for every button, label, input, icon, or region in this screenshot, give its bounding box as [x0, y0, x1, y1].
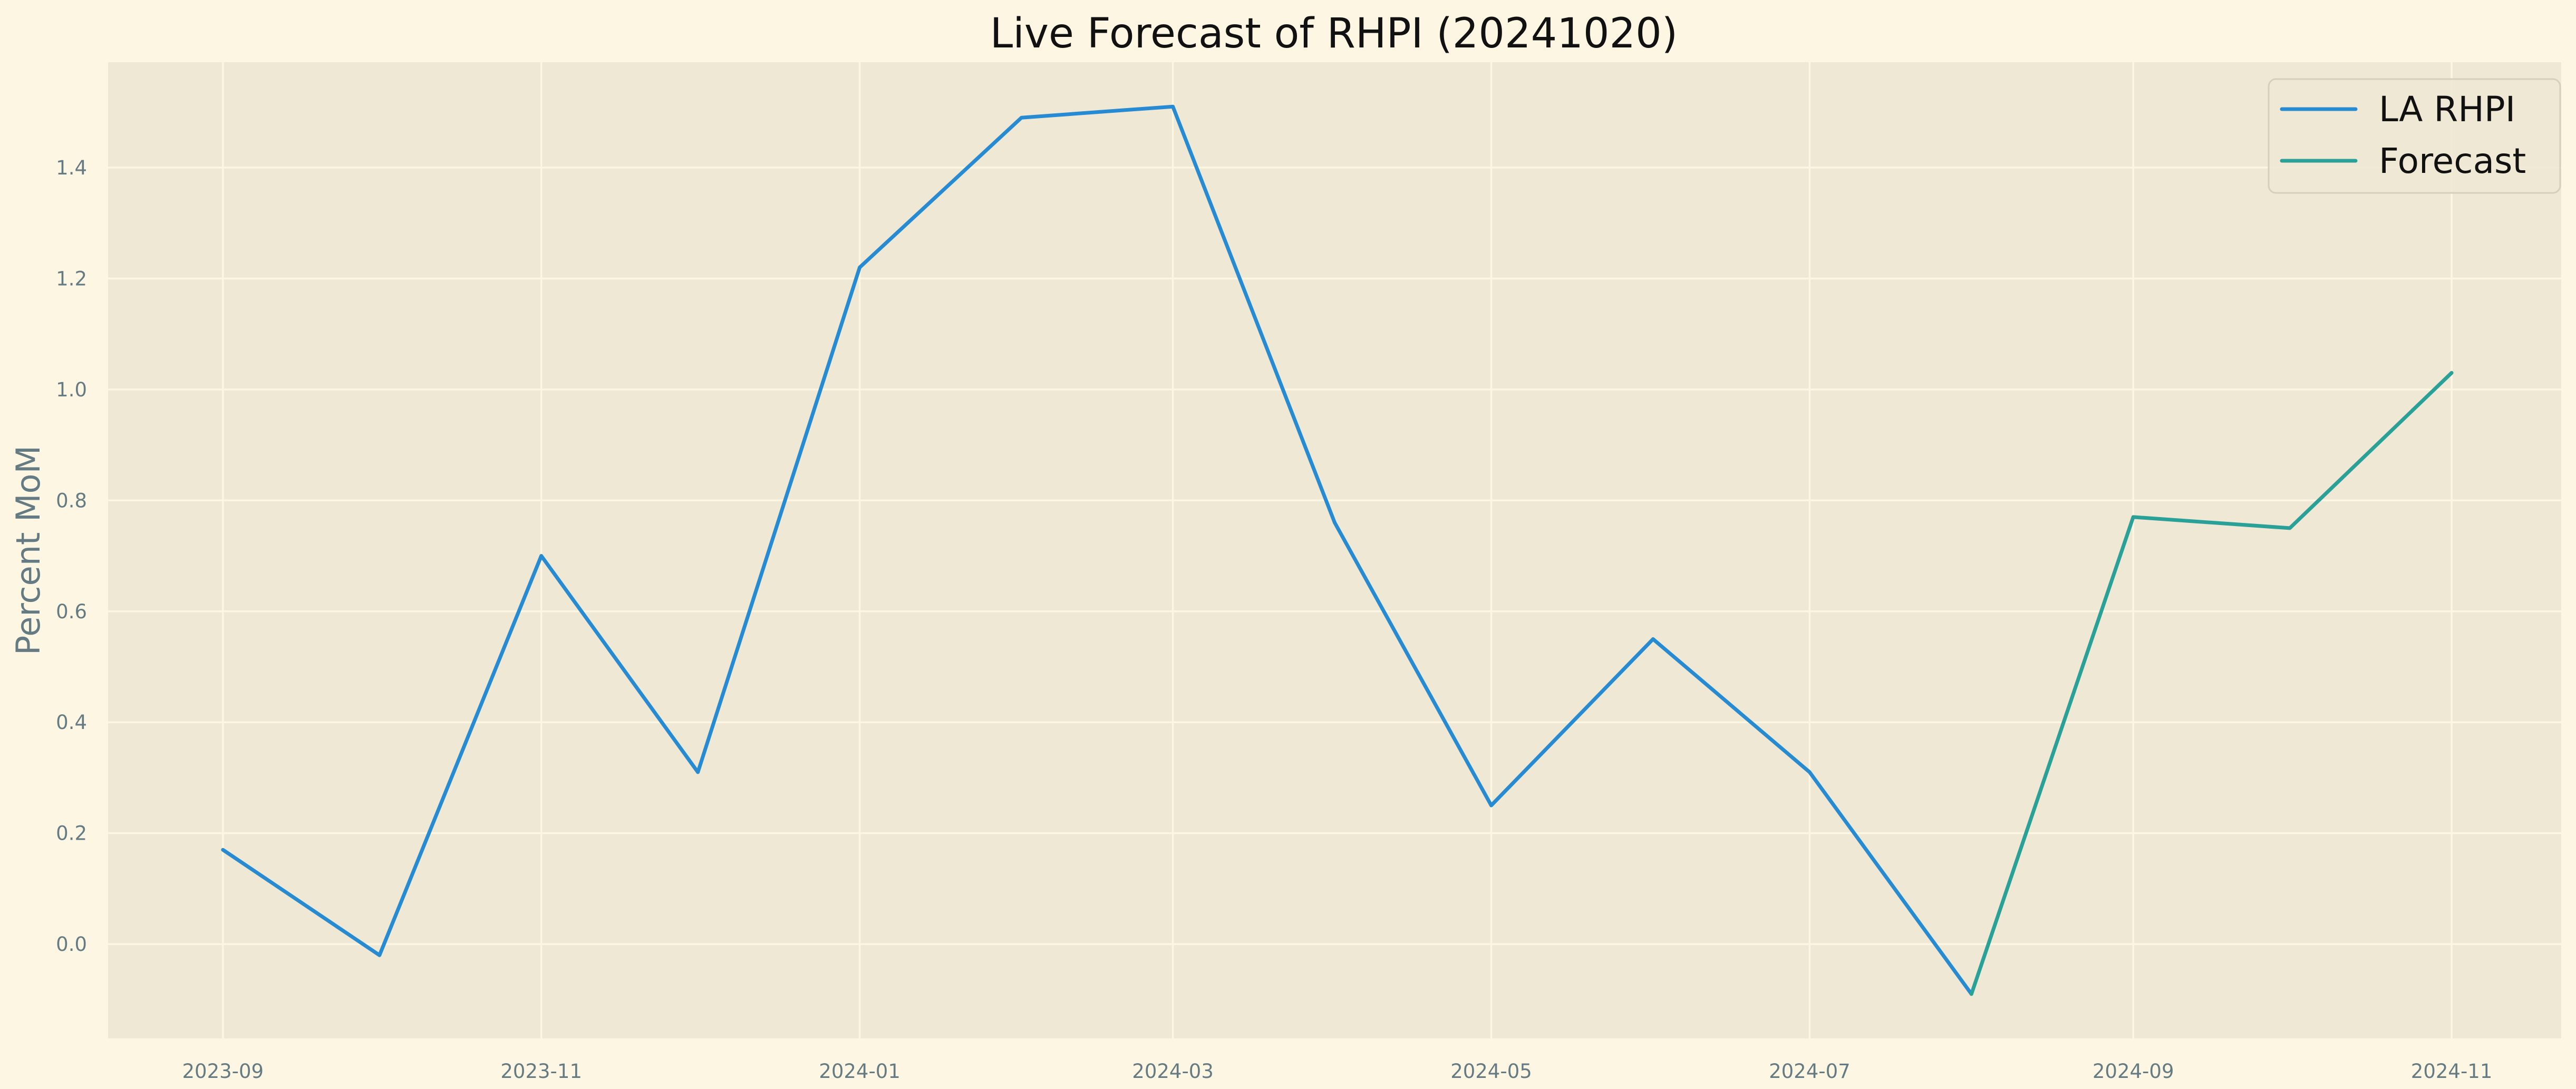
- plot-area: [108, 62, 2561, 1038]
- x-tick-label: 2023-11: [500, 1060, 582, 1083]
- y-tick-label: 1.0: [56, 378, 87, 401]
- chart-title: Live Forecast of RHPI (20241020): [990, 10, 1678, 57]
- y-tick-label: 1.4: [56, 157, 87, 179]
- series-line-forecast: [1969, 371, 2454, 996]
- y-tick-label: 0.4: [56, 711, 87, 734]
- x-tick-label: 2024-09: [2093, 1060, 2174, 1083]
- x-tick-label: 2024-11: [2411, 1060, 2493, 1083]
- x-tick-label: 2024-07: [1769, 1060, 1851, 1083]
- x-tick-label: 2023-09: [182, 1060, 264, 1083]
- legend: LA RHPI Forecast: [2268, 78, 2561, 194]
- y-tick-label: 1.2: [56, 267, 87, 290]
- y-axis-label: Percent MoM: [9, 445, 47, 655]
- y-tick-label: 0.8: [56, 489, 87, 512]
- legend-label-la-rhpi: LA RHPI: [2379, 89, 2515, 130]
- y-tick-label: 0.6: [56, 600, 87, 623]
- y-axis-ticks: 0.0 0.2 0.4 0.6 0.8 1.0 1.2 1.4: [56, 157, 87, 956]
- x-axis-ticks: 2023-09 2023-11 2024-01 2024-03 2024-05 2024-…: [182, 1060, 2492, 1083]
- series-line-la-rhpi: [221, 104, 1973, 996]
- x-tick-label: 2024-05: [1450, 1060, 1532, 1083]
- y-tick-label: 0.2: [56, 822, 87, 845]
- y-tick-label: 0.0: [56, 933, 87, 956]
- legend-label-forecast: Forecast: [2379, 141, 2526, 181]
- series-lines: [221, 104, 2454, 996]
- x-tick-label: 2024-01: [819, 1060, 900, 1083]
- grid-lines: [108, 62, 2561, 1038]
- x-tick-label: 2024-03: [1132, 1060, 1214, 1083]
